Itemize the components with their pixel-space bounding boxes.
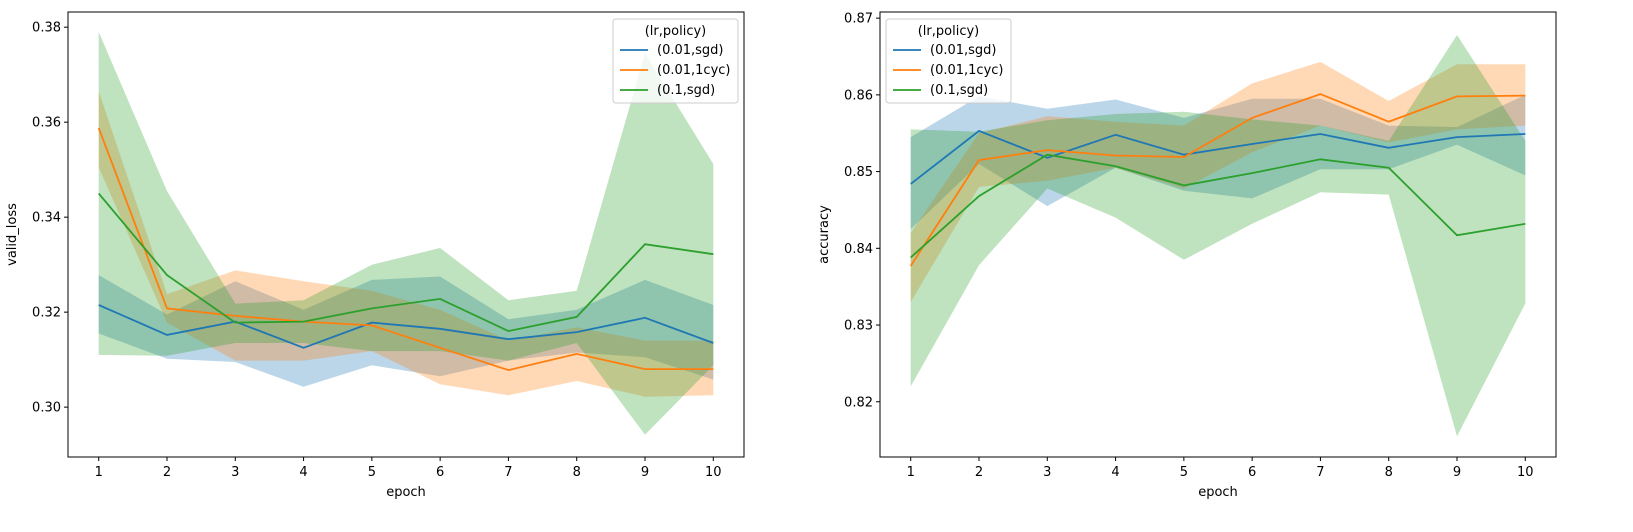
confidence-band-1 [910,61,1526,303]
legend-box [612,18,739,104]
series-line-2 [98,192,714,333]
x-tick-label: 5 [368,465,376,480]
x-tick-label: 6 [436,465,444,480]
y-tick-label: 0.34 [32,211,61,226]
x-tick-label: 7 [504,465,512,480]
y-tick-label: 0.30 [32,401,61,416]
x-tick-label: 9 [1453,465,1461,480]
legend-title: (lr,policy) [918,24,980,39]
y-tick-label: 0.32 [32,306,61,321]
x-axis-label: epoch [1198,485,1238,500]
series-line-1 [909,93,1526,267]
x-tick-label: 8 [573,465,581,480]
x-tick-label: 4 [1111,465,1119,480]
x-axis-label: epoch [386,485,426,500]
legend-entry-1: (0.01,1cyc) [930,63,1003,78]
legend-entry-2: (0.1,sgd) [657,83,715,98]
legend: (lr,policy) (0.01,sgd) (0.01,1cyc) (0.1,sg… [612,18,739,104]
x-tick-label: 3 [1043,465,1051,480]
legend-title: (lr,policy) [645,24,707,39]
y-axis-label: accuracy [817,205,832,264]
legend-box [885,18,1012,104]
series-line-1 [97,127,714,372]
plot-frame [879,11,1557,458]
x-tick-label: 9 [641,465,649,480]
series-line-0 [98,304,714,349]
series-line-0 [910,129,1526,185]
chart-valid-loss: 0.30 0.32 0.34 0.36 0.38 1 2 3 4 5 6 7 8 9 10 epoch v… [5,11,745,500]
y-tick-label: 0.84 [844,242,873,257]
y-tick-label: 0.36 [32,116,61,131]
confidence-band-1 [98,91,714,397]
y-tick-label: 0.83 [844,319,873,334]
legend: (lr,policy) (0.01,sgd) (0.01,1cyc) (0.1,sg… [885,18,1012,104]
x-tick-label: 4 [299,465,307,480]
confidence-band-0 [910,94,1526,230]
x-tick-label: 3 [231,465,239,480]
x-tick-label: 5 [1180,465,1188,480]
x-tick-label: 6 [1248,465,1256,480]
confidence-band-0 [98,275,714,387]
chart-accuracy: 0.82 0.83 0.84 0.85 0.86 0.87 1 2 3 4 5 6 7 8 9 10 epo… [817,11,1557,500]
x-tick-label: 8 [1385,465,1393,480]
y-tick-label: 0.38 [32,21,61,36]
legend-entry-0: (0.01,sgd) [657,43,724,58]
y-tick-label: 0.82 [844,395,873,410]
legend-entry-2: (0.1,sgd) [930,83,988,98]
x-tick-label: 2 [163,465,171,480]
series-line-2 [910,153,1526,259]
x-tick-label: 7 [1316,465,1324,480]
x-tick-label: 1 [95,465,103,480]
legend-entry-1: (0.01,1cyc) [657,63,730,78]
legend-entry-0: (0.01,sgd) [930,43,997,58]
y-tick-label: 0.87 [844,12,873,27]
x-tick-label: 10 [1517,465,1534,480]
x-tick-label: 1 [907,465,915,480]
y-tick-label: 0.85 [844,165,873,180]
x-tick-label: 10 [705,465,722,480]
y-tick-label: 0.86 [844,88,873,103]
plot-frame [67,11,745,458]
confidence-band-2 [910,35,1526,437]
x-tick-label: 2 [975,465,983,480]
y-axis-label: valid_loss [5,203,20,266]
